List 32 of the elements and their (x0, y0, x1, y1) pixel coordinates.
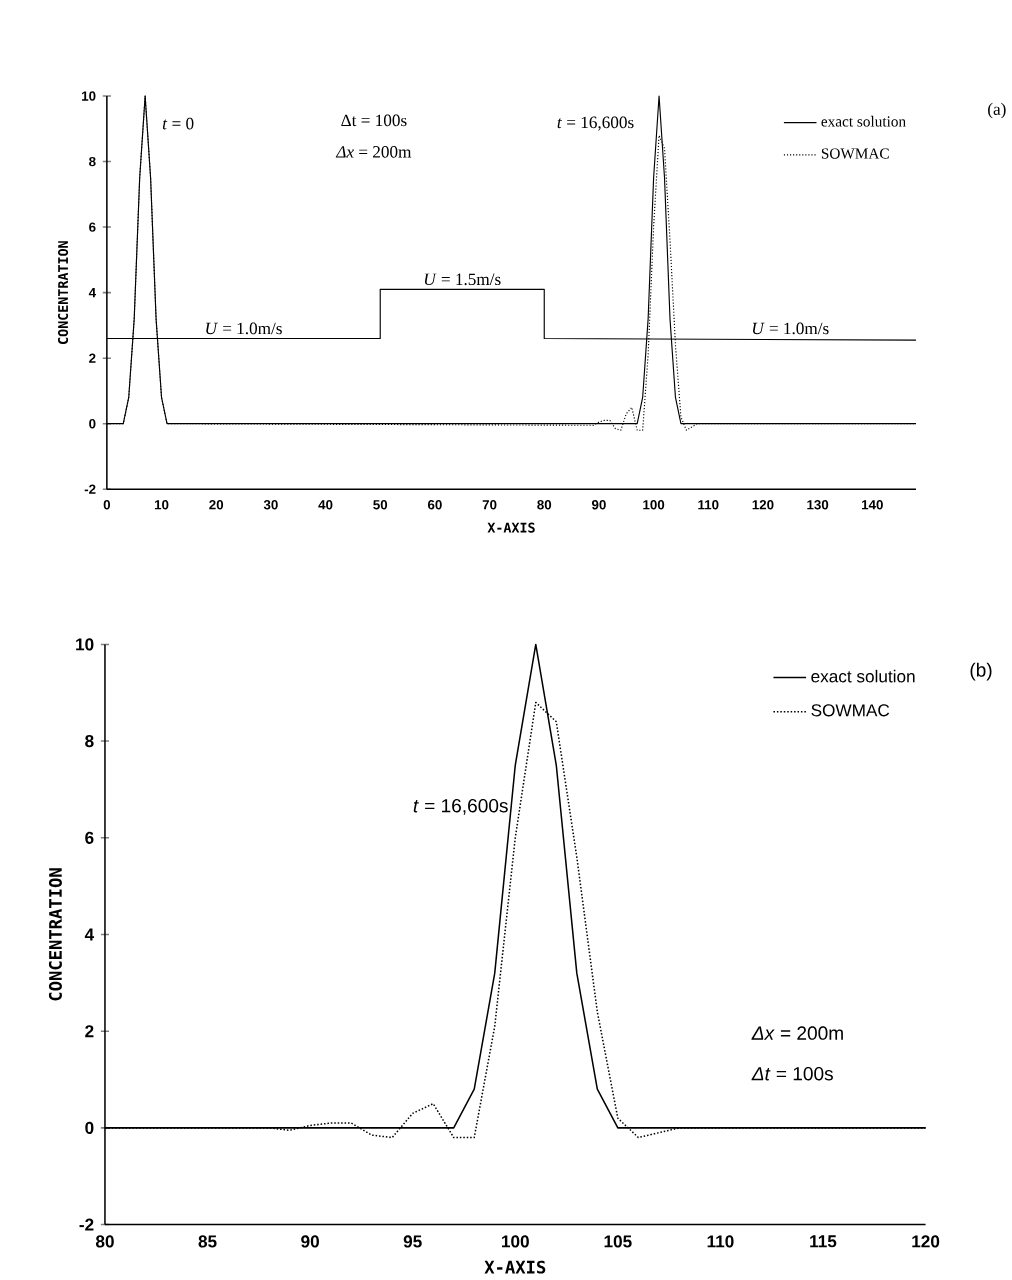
annotation: U = 1.0m/s (752, 322, 829, 335)
annotation: t = 16,600s (413, 798, 508, 815)
annotation: Δx = 200m (751, 1026, 843, 1040)
annotation: t = 16,600s (557, 116, 634, 131)
x-tick-label: 90 (300, 1235, 319, 1248)
x-tick-label: 115 (809, 1235, 837, 1248)
y-tick-label: -2 (79, 1218, 94, 1231)
x-axis-title: X-AXIS (484, 1260, 545, 1274)
y-tick-label: 10 (75, 638, 94, 651)
annotation: Δt = 100s (340, 114, 407, 127)
y-axis-title: CONCENTRATION (48, 868, 62, 1001)
y-tick-label: 2 (84, 1025, 94, 1038)
y-tick-label: 8 (84, 735, 94, 748)
legend-label: exact solution (810, 669, 915, 683)
x-tick-label: 80 (95, 1235, 114, 1248)
x-tick-label: 85 (198, 1235, 217, 1248)
y-tick-label: 0 (84, 1121, 94, 1134)
x-tick-label: 105 (604, 1235, 632, 1248)
y-tick-label: 4 (84, 928, 94, 941)
x-tick-label: 120 (911, 1235, 939, 1248)
x-tick-label: 110 (707, 1235, 734, 1248)
legend-label: SOWMAC (811, 704, 889, 717)
x-tick-label: 100 (501, 1235, 529, 1248)
annotation: U = 1.0m/s (205, 322, 282, 335)
annotation: Δx = 200m (335, 146, 411, 158)
annotation: U = 1.5m/s (424, 273, 501, 286)
annotation: t = 0 (162, 117, 194, 130)
text: (a) (987, 102, 1006, 119)
y-tick-label: 6 (84, 831, 94, 844)
text: (b) (970, 662, 992, 681)
annotation: Δt = 100s (751, 1066, 833, 1081)
x-tick-label: 95 (403, 1235, 422, 1248)
